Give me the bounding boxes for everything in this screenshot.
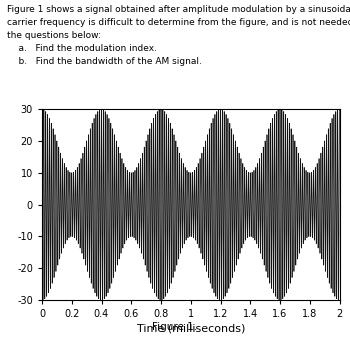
Text: Figure 1 shows a signal obtained after amplitude modulation by a sinusoidal mess: Figure 1 shows a signal obtained after a… <box>7 5 350 14</box>
Text: carrier frequency is difficult to determine from the figure, and is not needed f: carrier frequency is difficult to determ… <box>7 18 350 27</box>
Text: Figure 1.: Figure 1. <box>153 323 197 332</box>
X-axis label: Time (milliseconds): Time (milliseconds) <box>136 323 245 333</box>
Text: b.   Find the bandwidth of the AM signal.: b. Find the bandwidth of the AM signal. <box>7 57 202 66</box>
Text: the questions below:: the questions below: <box>7 31 101 40</box>
Text: a.   Find the modulation index.: a. Find the modulation index. <box>7 44 157 53</box>
